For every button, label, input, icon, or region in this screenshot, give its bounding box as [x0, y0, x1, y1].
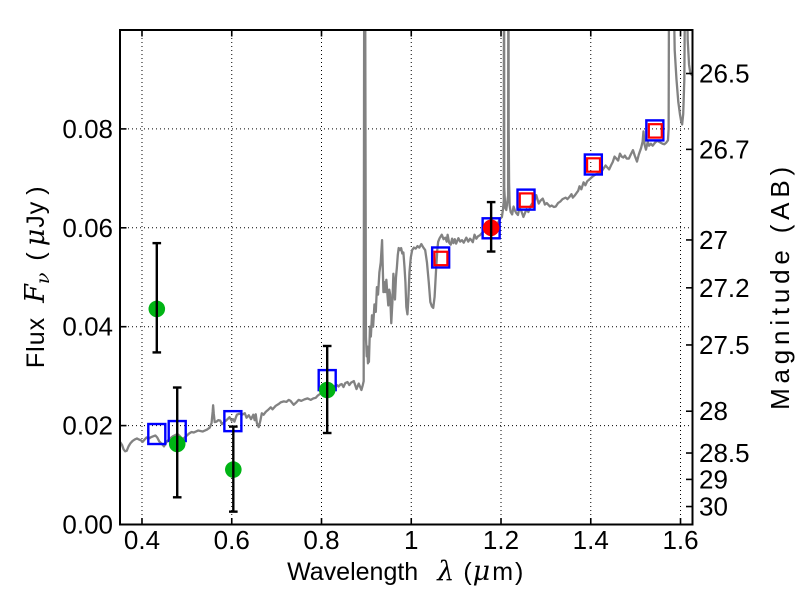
error-bar	[486, 200, 496, 253]
x-tick-label: 1.4	[573, 525, 609, 555]
tick-marks	[120, 30, 693, 526]
y-tick-left-label: 0.04	[62, 312, 113, 342]
axis-label-segment: μ	[20, 229, 51, 247]
axis-label-segment: ν	[32, 272, 54, 284]
y-tick-right-label: 27.5	[699, 330, 750, 360]
x-tick-label: 1.2	[483, 525, 519, 555]
axis-label-segment: m)	[492, 558, 525, 586]
error-bar	[152, 241, 162, 354]
x-tick-label: 0.4	[124, 525, 160, 555]
axis-label-segment: λ	[436, 556, 454, 587]
axis-label-segment: (	[463, 558, 472, 586]
y-axis-label-right: Magnitude (AB)	[765, 162, 795, 410]
axis-label-segment: )	[22, 186, 50, 194]
y-tick-left-label: 0.02	[62, 411, 113, 441]
x-tick-label: 1	[404, 525, 418, 555]
error-bar	[229, 425, 238, 513]
observed-square-marker	[433, 250, 449, 267]
x-tick-label: 0.6	[214, 525, 250, 555]
y-tick-left-label: 0.00	[62, 510, 113, 540]
y-tick-left-label: 0.08	[62, 114, 113, 144]
y-tick-right-label: 30	[699, 492, 728, 522]
x-tick-label: 0.8	[303, 525, 339, 555]
axis-label-segment: Flux	[22, 317, 50, 368]
model-photometry-marker	[147, 422, 167, 446]
axes-frame	[119, 29, 694, 526]
error-bar	[322, 344, 332, 435]
y-tick-right-label: 27.2	[699, 273, 750, 303]
axis-label-segment: Wavelength	[287, 558, 418, 586]
x-axis-label: Wavelength λ (μm)	[287, 556, 525, 587]
model-photometry-marker	[645, 119, 665, 142]
y-tick-left-label: 0.06	[62, 213, 113, 243]
observed-square-marker	[647, 123, 663, 139]
observed-square-marker	[585, 157, 602, 173]
model-photometry-marker	[516, 188, 536, 211]
model-photometry-marker	[583, 153, 604, 176]
error-bar	[172, 386, 182, 499]
y-axis-label-left: Flux Fν ( μJy)	[20, 186, 54, 368]
model-photometry-marker	[430, 246, 451, 269]
tick-labels: 0.4 0.6 0.8 1 1.2 1.4 1.6 0.00 0.02 0.04 0.06 0.08 2…	[62, 59, 749, 555]
y-tick-right-label: 26.5	[699, 59, 750, 89]
axis-label-segment: F	[20, 283, 51, 304]
axis-label-segment: μ	[473, 556, 491, 587]
x-tick-label: 1.6	[662, 525, 698, 555]
axis-label-segment: Jy	[22, 201, 50, 228]
y-tick-right-label: 27	[699, 225, 728, 255]
y-tick-right-label: 28.5	[699, 438, 750, 468]
y-tick-right-label: 29	[699, 464, 728, 494]
observed-square-marker	[518, 192, 534, 208]
error-bars	[152, 200, 496, 513]
y-tick-right-label: 28	[699, 396, 728, 426]
axis-label-segment: (	[22, 252, 50, 261]
y-tick-right-label: 26.7	[699, 134, 750, 164]
